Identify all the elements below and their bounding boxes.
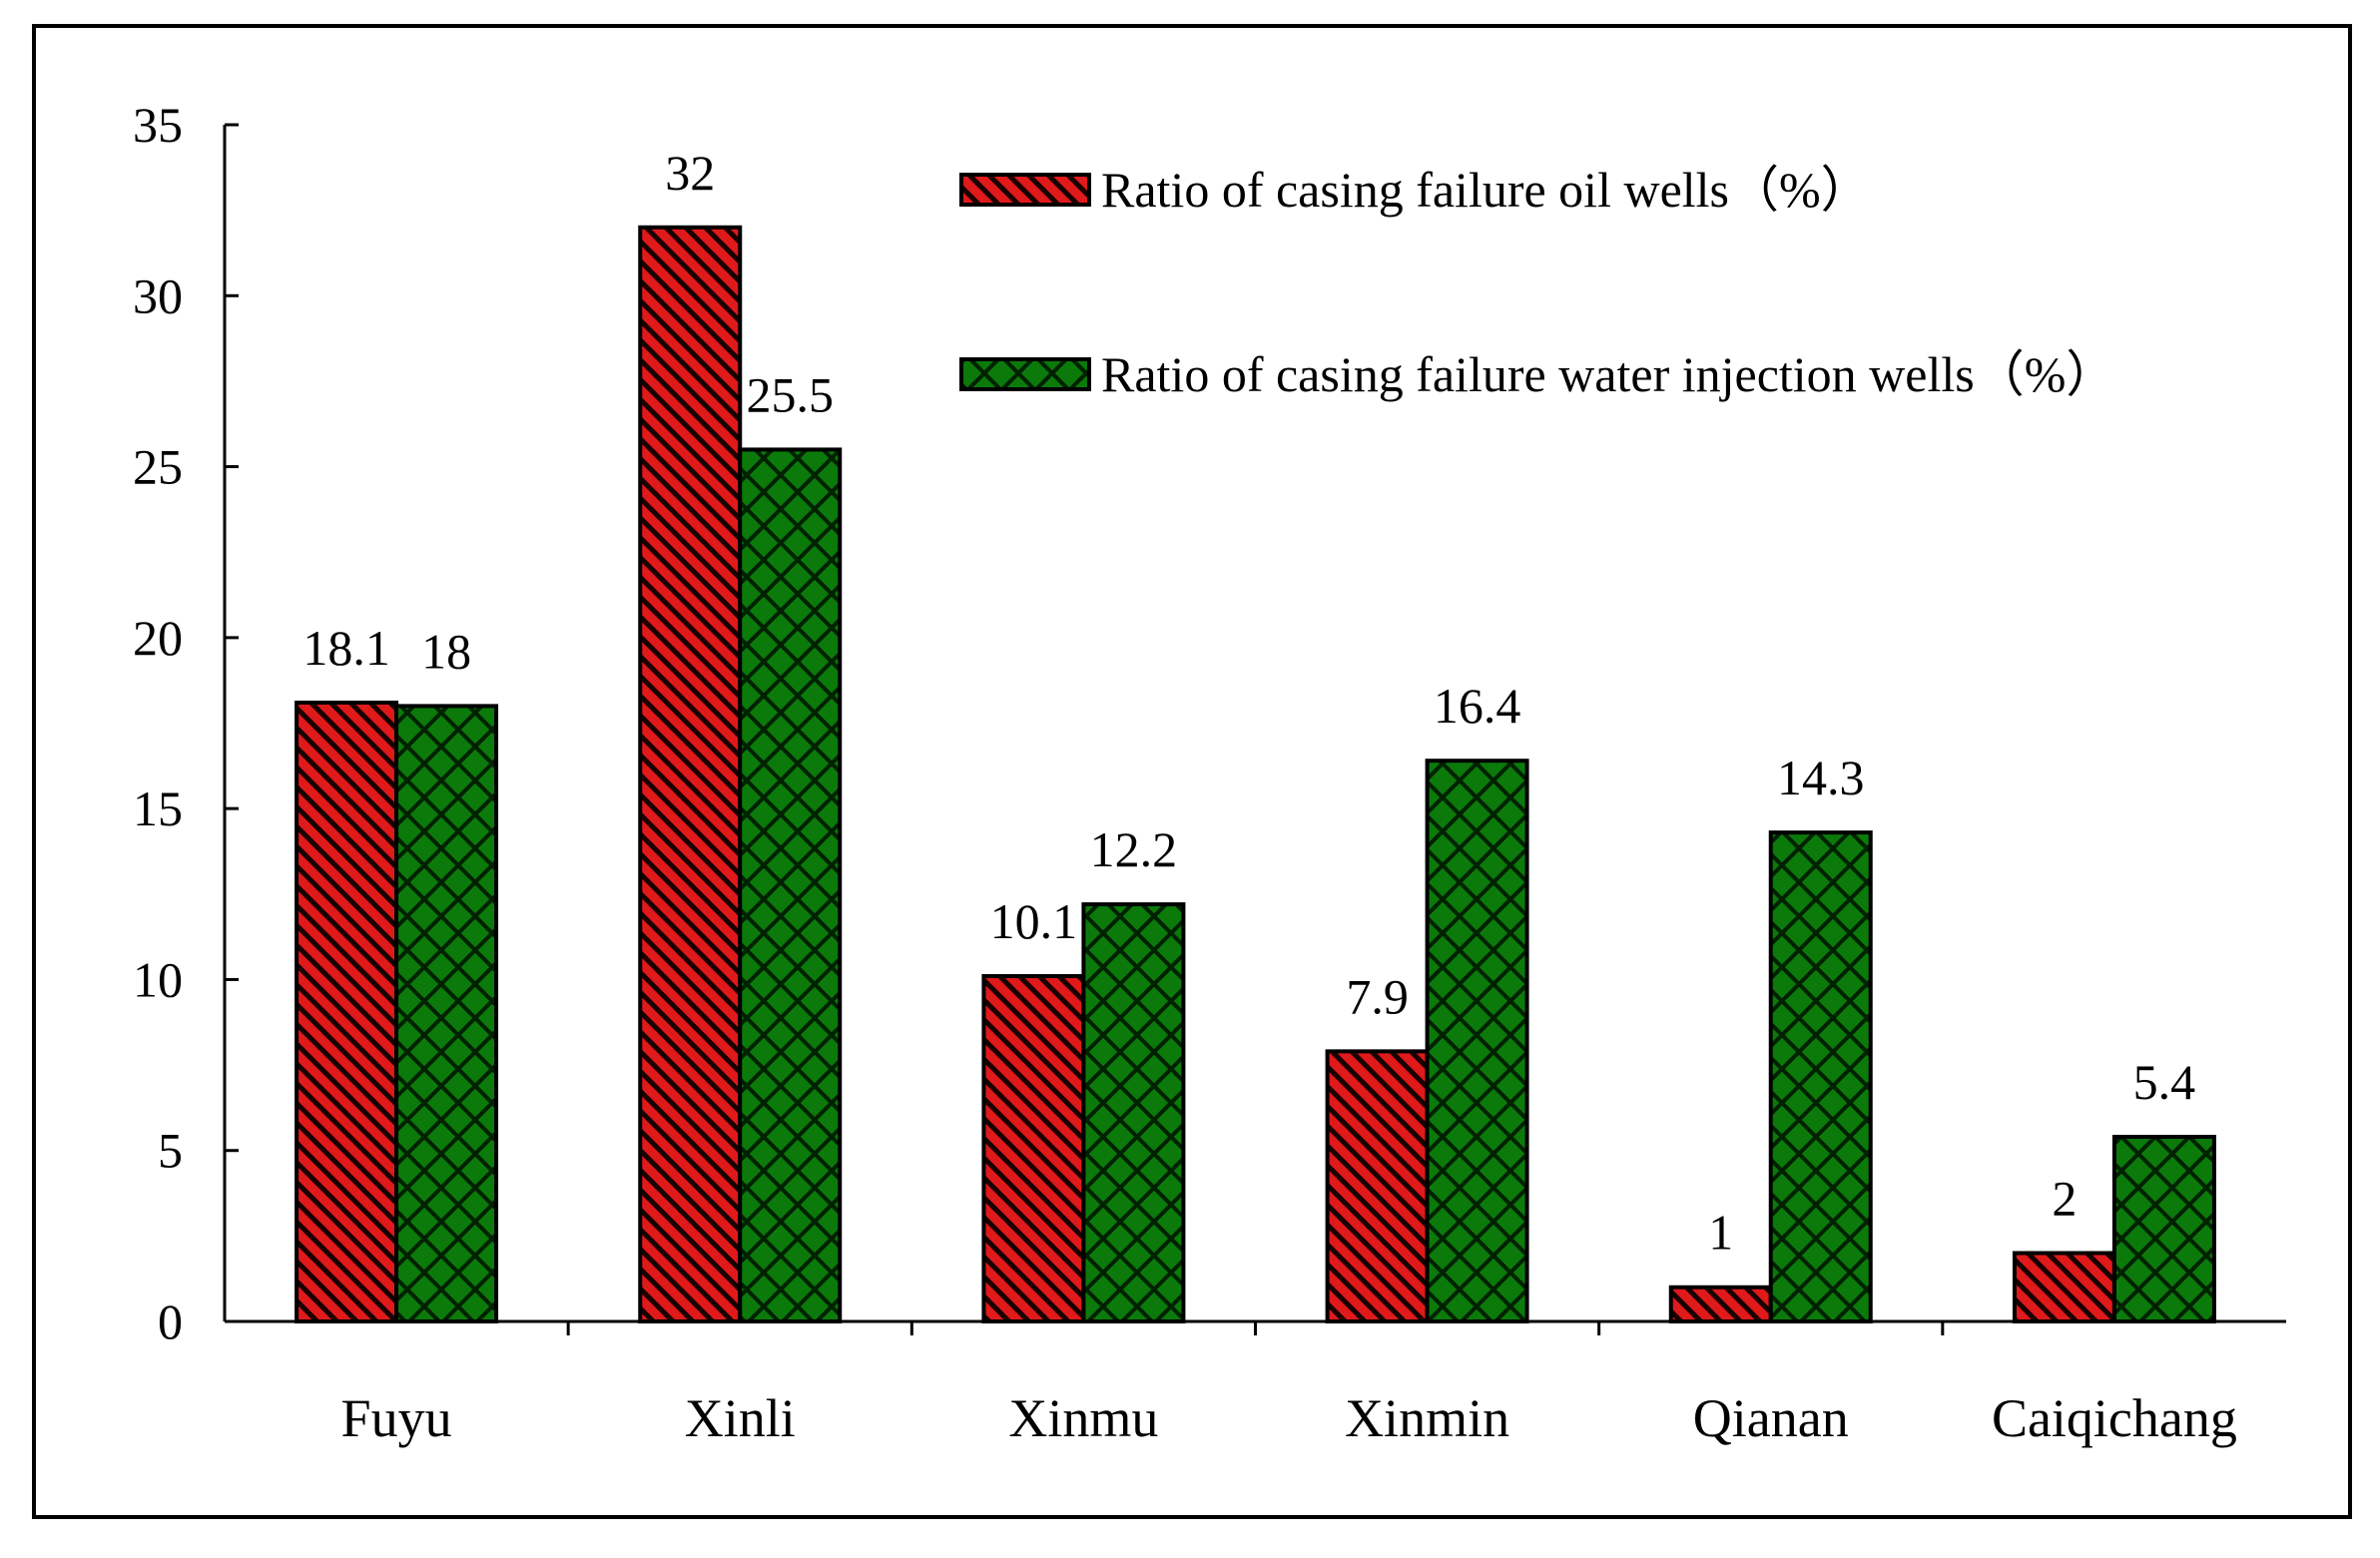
bar-oil-wells — [638, 225, 743, 1323]
legend-label-water-injection-wells: Ratio of casing failure water injection … — [1101, 346, 2115, 402]
data-label-water-injection-wells: 5.4 — [2133, 1054, 2196, 1110]
bar-oil-wells — [295, 700, 399, 1323]
data-label-oil-wells: 2 — [2052, 1170, 2077, 1226]
y-tick-label: 35 — [133, 97, 183, 153]
bar-water-injection-wells — [1768, 830, 1873, 1323]
data-label-oil-wells: 32 — [665, 145, 715, 201]
bar-water-injection-wells — [738, 447, 843, 1323]
data-label-water-injection-wells: 16.4 — [1434, 678, 1521, 734]
y-tick-label: 0 — [158, 1294, 183, 1349]
y-tick-label: 5 — [158, 1123, 183, 1179]
bar-water-injection-wells — [2111, 1135, 2216, 1324]
data-label-oil-wells: 10.1 — [990, 893, 1078, 949]
x-category-label: Xinmin — [1345, 1388, 1509, 1448]
x-category-label: Qianan — [1693, 1388, 1849, 1448]
bar-oil-wells — [1668, 1285, 1773, 1323]
x-category-label: Caiqichang — [1992, 1388, 2237, 1448]
data-label-water-injection-wells: 18 — [421, 623, 471, 679]
y-tick-label: 10 — [133, 951, 183, 1007]
data-label-oil-wells: 1 — [1708, 1205, 1733, 1261]
x-category-label: Xinmu — [1008, 1388, 1158, 1448]
legend-swatch-oil-wells — [959, 173, 1091, 207]
bar-oil-wells — [981, 974, 1086, 1323]
y-tick-label: 20 — [133, 610, 183, 666]
bar-water-injection-wells — [394, 704, 499, 1323]
data-label-water-injection-wells: 14.3 — [1777, 750, 1865, 805]
y-tick-label: 25 — [133, 439, 183, 495]
legend-swatch-water-injection-wells — [959, 357, 1091, 391]
data-label-oil-wells: 18.1 — [302, 620, 390, 676]
x-category-label: Xinli — [685, 1388, 796, 1448]
data-label-water-injection-wells: 25.5 — [747, 366, 835, 422]
y-tick-label: 30 — [133, 267, 183, 323]
data-label-oil-wells: 7.9 — [1346, 968, 1409, 1024]
legend-label-oil-wells: Ratio of casing failure oil wells（%） — [1101, 162, 1871, 218]
bar-water-injection-wells — [1425, 759, 1529, 1323]
data-label-water-injection-wells: 12.2 — [1090, 821, 1178, 877]
bar-oil-wells — [1325, 1049, 1430, 1323]
bar-water-injection-wells — [1081, 902, 1186, 1323]
bar-oil-wells — [2012, 1251, 2116, 1323]
y-tick-label: 15 — [133, 780, 183, 836]
x-category-label: Fuyu — [341, 1388, 452, 1448]
